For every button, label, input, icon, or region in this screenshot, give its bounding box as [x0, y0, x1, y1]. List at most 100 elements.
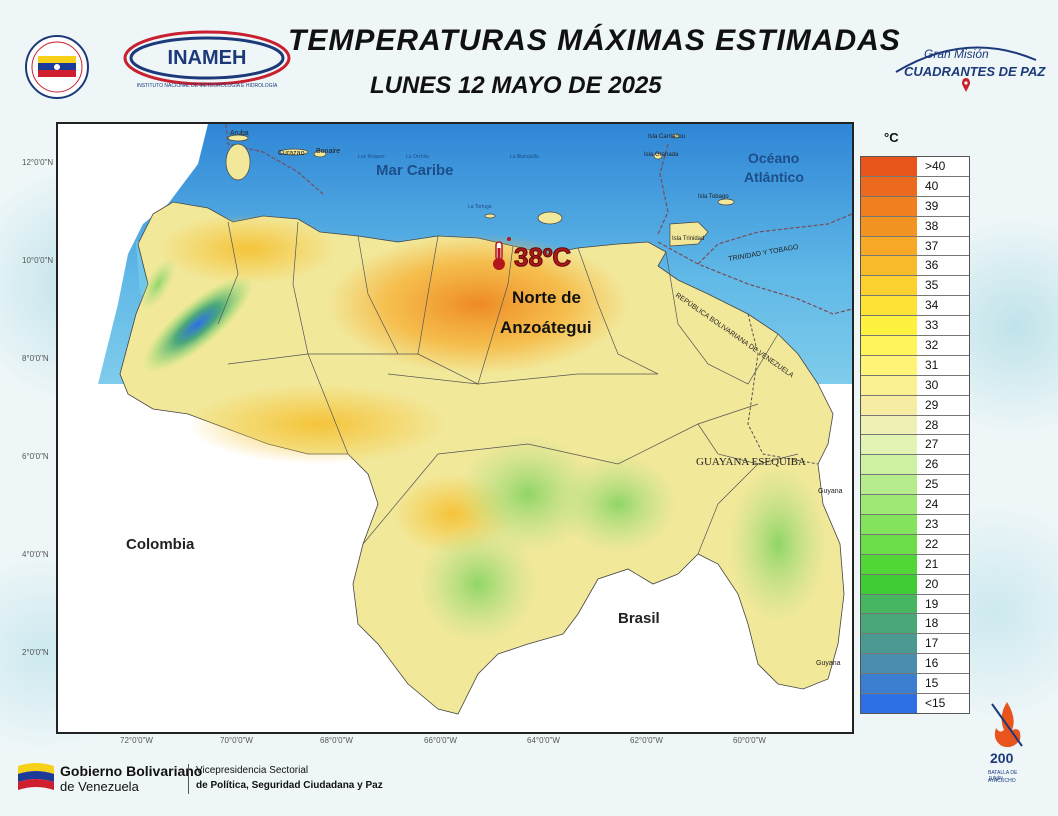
- lat-tick-label: 12°0'0"N: [22, 158, 54, 167]
- label-tobago: Isla Tobago: [698, 194, 729, 200]
- legend-swatch: [861, 594, 917, 614]
- legend-swatch: [861, 435, 917, 455]
- map-canvas: [58, 124, 852, 732]
- island-curazao: [279, 148, 309, 156]
- temperature-map: Mar Caribe Océano Atlántico Colombia Bra…: [56, 122, 854, 734]
- page-date: LUNES 12 MAYO DE 2025: [370, 72, 662, 99]
- lon-tick-label: 66°0'0"W: [424, 736, 457, 745]
- venezuela-flag-icon: [18, 763, 54, 790]
- legend-swatch: [861, 316, 917, 336]
- temperature-legend: °C >40 40 39 38 37 36 35 34 33 32 31 30 29 28 27 26 25 24…: [858, 130, 970, 714]
- island-carriacou: [672, 133, 680, 139]
- paraguana-peninsula: [225, 143, 251, 181]
- island-granada: [653, 152, 663, 160]
- esequibo-claim-line: [747, 313, 819, 465]
- legend-item: 24: [861, 495, 969, 516]
- legend-item: 26: [861, 455, 969, 476]
- legend-swatch: [861, 375, 917, 395]
- vp-line2: de Política, Seguridad Ciudadana y Paz: [196, 780, 383, 791]
- lon-tick-label: 60°0'0"W: [733, 736, 766, 745]
- legend-label: >40: [925, 159, 946, 173]
- vp-line1: Vicepresidencia Sectorial: [196, 765, 309, 776]
- legend-item: 18: [861, 614, 969, 635]
- legend-label: 33: [925, 318, 939, 333]
- legend-item: 21: [861, 554, 969, 575]
- legend-label: 19: [925, 596, 939, 611]
- lon-tick-label: 72°0'0"W: [120, 736, 153, 745]
- legend-swatch: [861, 554, 917, 574]
- legend-item: 35: [861, 276, 969, 297]
- label-aruba: Aruba: [230, 130, 249, 137]
- legend-swatch: [861, 415, 917, 435]
- footer-government-logo: Gobierno Bolivariano de Venezuela Vicepr…: [16, 760, 396, 800]
- legend-label: 37: [925, 238, 939, 253]
- legend-label: 38: [925, 218, 939, 233]
- ministry-seal-logo: [25, 35, 89, 99]
- legend-item: 34: [861, 296, 969, 317]
- cuadrantes-de-paz-logo: Gran Misión CUADRANTES DE PAZ: [895, 46, 1046, 92]
- legend-item: 15: [861, 674, 969, 695]
- legend-label: 16: [925, 656, 939, 671]
- legend-swatch: [861, 276, 917, 296]
- bicentenario-number: 200: [990, 750, 1014, 766]
- legend-label: 36: [925, 258, 939, 273]
- legend-item: 25: [861, 475, 969, 496]
- gmcp-line2: CUADRANTES DE PAZ: [904, 64, 1046, 79]
- legend-swatch: [861, 336, 917, 355]
- legend-label: 26: [925, 457, 939, 472]
- label-trinidad: Isla Trinidad: [672, 236, 705, 242]
- legend-item: 23: [861, 515, 969, 535]
- warm-zone-falcon: [158, 214, 338, 284]
- label-bonaire: Bonaire: [316, 148, 341, 155]
- legend-swatch: [861, 395, 917, 415]
- legend-label: 22: [925, 536, 939, 551]
- legend-item: 27: [861, 435, 969, 456]
- label-la-tortuga: La Tortuga: [468, 204, 492, 210]
- legend-label: 21: [925, 556, 939, 571]
- lat-tick-label: 2°0'0"N: [22, 648, 49, 657]
- legend-swatch: [861, 216, 917, 236]
- islands: [225, 133, 735, 247]
- legend-label: 29: [925, 397, 939, 412]
- legend-swatch: [861, 534, 917, 554]
- legend-item: 38: [861, 216, 969, 237]
- island-bonaire: [313, 150, 327, 158]
- highlight-temperature: 38ºC: [513, 242, 572, 273]
- legend-label: 27: [925, 437, 939, 452]
- hot-zone-anzoategui: [328, 234, 628, 374]
- legend-swatch: [861, 634, 917, 654]
- label-guyana-2: Guyana: [816, 660, 841, 667]
- label-brasil: Brasil: [618, 610, 660, 627]
- legend-label: 34: [925, 298, 939, 313]
- lat-tick-label: 4°0'0"N: [22, 550, 49, 559]
- inameh-logo: INAMEH INSTITUTO NACIONAL DE METEOROLOGÍ…: [123, 30, 291, 89]
- label-carriacou: Isla Carriacou: [648, 134, 686, 140]
- flame-sword-icon: [991, 702, 1023, 748]
- legend-swatch: [861, 355, 917, 375]
- legend-label: 23: [925, 517, 939, 532]
- legend-label: 39: [925, 198, 939, 213]
- bicentenario-line2: AYACUCHO: [988, 778, 1016, 784]
- legend-item: 30: [861, 375, 969, 396]
- legend-item: 22: [861, 534, 969, 555]
- legend-item: 28: [861, 415, 969, 436]
- legend-label: 24: [925, 497, 939, 512]
- legend-item: 29: [861, 395, 969, 416]
- page-title: TEMPERATURAS MÁXIMAS ESTIMADAS: [288, 24, 901, 57]
- lat-tick-label: 8°0'0"N: [22, 354, 49, 363]
- maritime-boundaries: [225, 124, 852, 315]
- label-granada: Isla Granada: [644, 152, 679, 158]
- gmcp-line1: Gran Misión: [924, 47, 989, 61]
- label-curazao: Curazao: [278, 150, 305, 157]
- legend-swatch: [861, 515, 917, 534]
- island-trinidad: [669, 221, 709, 247]
- legend-swatch: [861, 694, 917, 713]
- bicentenario-logo: 200 BATALLA DE JUNÍN AYACUCHO: [982, 700, 1032, 800]
- label-guyana-1: Guyana: [818, 488, 843, 495]
- legend-swatch: [861, 256, 917, 276]
- inameh-logo-text: INAMEH: [168, 47, 247, 69]
- cool-zone-bolivar: [458, 434, 598, 554]
- legend-swatch: [861, 455, 917, 475]
- island-la-tortuga: [484, 213, 496, 219]
- legend-swatch: [861, 196, 917, 216]
